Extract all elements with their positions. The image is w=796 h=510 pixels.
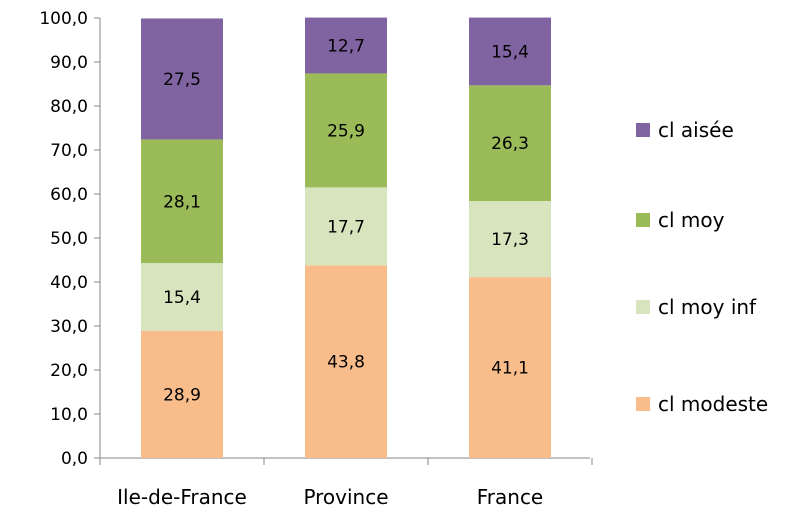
bar-segment <box>469 277 551 458</box>
y-tick-label: 0,0 <box>61 449 88 469</box>
data-label: 27,5 <box>163 70 201 90</box>
y-axis: 0,0 10,0 20,0 30,0 40,0 50,0 60,0 70,0 80,0 90,0 1… <box>39 9 101 469</box>
y-tick-label: 50,0 <box>50 229 88 249</box>
y-tick-label: 60,0 <box>50 185 88 205</box>
legend-swatch <box>636 300 650 314</box>
bar-segment <box>305 73 387 188</box>
data-label: 15,4 <box>163 288 201 308</box>
data-label: 41,1 <box>491 359 529 379</box>
plot-area: 28,9 15,4 28,1 27,5 43,8 17,7 25,9 12,7 41,1 17,3… <box>141 17 551 458</box>
y-tick-label: 10,0 <box>50 405 88 425</box>
data-label: 43,8 <box>327 353 365 373</box>
data-label: 26,3 <box>491 134 529 154</box>
y-tick-label: 80,0 <box>50 97 88 117</box>
bar-segment <box>305 187 387 266</box>
y-tick-label: 40,0 <box>50 273 88 293</box>
legend-label: cl aisée <box>658 118 734 142</box>
data-label: 17,3 <box>491 230 529 250</box>
data-label: 28,9 <box>163 385 201 405</box>
legend-swatch <box>636 397 650 411</box>
y-tick-label: 100,0 <box>39 9 88 29</box>
legend-label: cl moy <box>658 208 725 232</box>
bar-segment <box>305 265 387 458</box>
data-label: 28,1 <box>163 192 201 212</box>
category-label: France <box>477 485 544 509</box>
data-label: 15,4 <box>491 42 529 62</box>
bar-segment <box>141 330 223 458</box>
category-label: Ile-de-France <box>117 485 247 509</box>
bar-segment <box>469 85 551 202</box>
y-tick-label: 90,0 <box>50 53 88 73</box>
y-tick-label: 70,0 <box>50 141 88 161</box>
bar-segment <box>141 18 223 140</box>
legend-swatch <box>636 213 650 227</box>
bar-segment <box>305 17 387 74</box>
data-label: 12,7 <box>327 37 365 57</box>
bar-segment <box>469 201 551 278</box>
y-tick-label: 30,0 <box>50 317 88 337</box>
legend-label: cl moy inf <box>658 295 757 319</box>
legend-swatch <box>636 123 650 137</box>
category-label: Province <box>303 485 388 509</box>
legend-label: cl modeste <box>658 392 768 416</box>
bar-segment <box>141 139 223 264</box>
y-tick-label: 20,0 <box>50 361 88 381</box>
bar-segment <box>469 17 551 86</box>
legend: cl aisée cl moy cl moy inf cl modeste <box>636 118 768 416</box>
data-label: 17,7 <box>327 217 365 237</box>
bar-segment <box>141 263 223 331</box>
x-axis: Ile-de-France Province France <box>99 457 593 509</box>
data-label: 25,9 <box>327 121 365 141</box>
